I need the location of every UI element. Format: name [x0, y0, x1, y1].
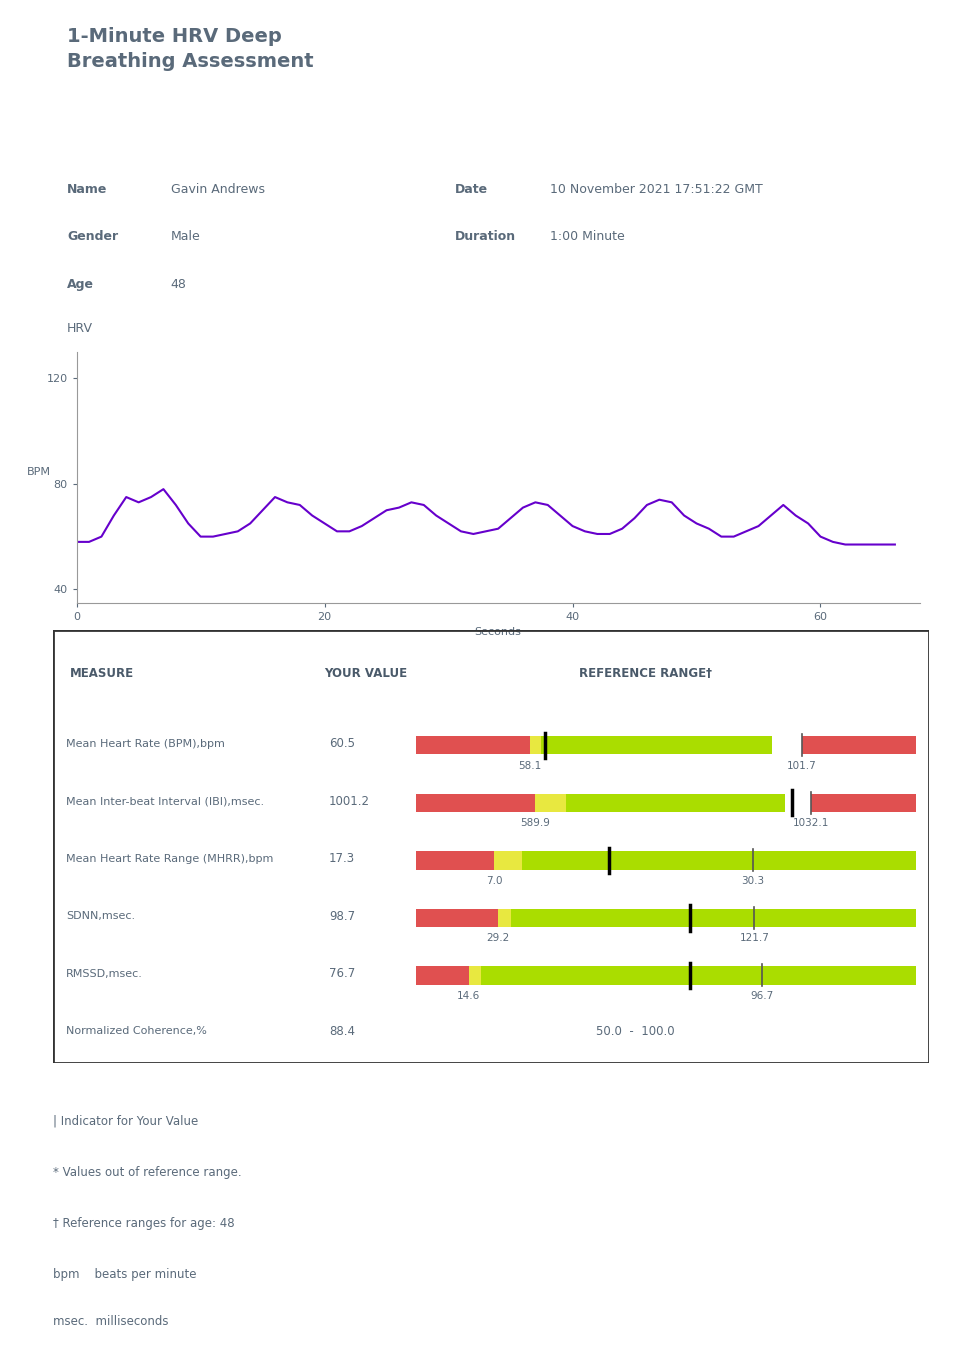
Text: msec.  milliseconds: msec. milliseconds: [53, 1315, 169, 1328]
Y-axis label: BPM: BPM: [27, 467, 51, 477]
Bar: [522, 852, 916, 869]
Text: RMSSD,msec.: RMSSD,msec.: [66, 968, 143, 979]
Bar: [494, 852, 522, 869]
Text: 50.0  -  100.0: 50.0 - 100.0: [596, 1025, 674, 1037]
Bar: [417, 967, 468, 984]
Text: 1032.1: 1032.1: [793, 818, 830, 829]
Text: Duration: Duration: [455, 230, 516, 244]
Bar: [566, 793, 785, 812]
Bar: [541, 737, 772, 754]
Text: * Values out of reference range.: * Values out of reference range.: [53, 1166, 241, 1178]
Text: 14.6: 14.6: [457, 991, 480, 1001]
Text: 101.7: 101.7: [787, 761, 816, 770]
Text: | Indicator for Your Value: | Indicator for Your Value: [53, 1114, 198, 1127]
Text: Mean Heart Rate (BPM),bpm: Mean Heart Rate (BPM),bpm: [66, 738, 225, 749]
Text: Gender: Gender: [67, 230, 118, 244]
Bar: [468, 967, 481, 984]
X-axis label: Seconds: Seconds: [475, 627, 521, 638]
Bar: [417, 793, 536, 812]
Text: 1:00 Minute: 1:00 Minute: [550, 230, 625, 244]
Text: 17.3: 17.3: [329, 852, 354, 865]
Text: 10 November 2021 17:51:22 GMT: 10 November 2021 17:51:22 GMT: [550, 183, 763, 196]
Text: 88.4: 88.4: [329, 1025, 354, 1037]
Bar: [802, 737, 916, 754]
Text: 60.5: 60.5: [329, 737, 354, 750]
Bar: [811, 793, 916, 812]
Text: 1-Minute HRV Deep
Breathing Assessment: 1-Minute HRV Deep Breathing Assessment: [67, 27, 313, 70]
Bar: [536, 793, 566, 812]
Text: Mean Inter-beat Interval (IBI),msec.: Mean Inter-beat Interval (IBI),msec.: [66, 796, 264, 806]
Text: 30.3: 30.3: [741, 876, 764, 886]
Text: bpm    beats per minute: bpm beats per minute: [53, 1269, 196, 1281]
Text: YOUR VALUE: YOUR VALUE: [325, 668, 407, 680]
Text: Mean Heart Rate Range (MHRR),bpm: Mean Heart Rate Range (MHRR),bpm: [66, 853, 273, 864]
Text: MEASURE: MEASURE: [70, 668, 134, 680]
Text: 98.7: 98.7: [329, 910, 354, 922]
Bar: [511, 909, 916, 927]
Text: 96.7: 96.7: [750, 991, 773, 1001]
Bar: [417, 737, 530, 754]
Text: 7.0: 7.0: [486, 876, 502, 886]
Text: 589.9: 589.9: [520, 818, 550, 829]
Text: 76.7: 76.7: [329, 967, 355, 980]
Text: 48: 48: [171, 278, 187, 291]
Text: 1001.2: 1001.2: [329, 795, 370, 807]
Bar: [481, 967, 916, 984]
Text: HRV: HRV: [67, 322, 93, 334]
Bar: [530, 737, 541, 754]
Text: REFERENCE RANGE†: REFERENCE RANGE†: [579, 668, 712, 680]
Text: 29.2: 29.2: [486, 933, 509, 944]
Bar: [417, 909, 497, 927]
Text: Name: Name: [67, 183, 107, 196]
Bar: [497, 909, 511, 927]
Text: SDNN,msec.: SDNN,msec.: [66, 911, 135, 921]
Text: Date: Date: [455, 183, 489, 196]
Text: Age: Age: [67, 278, 94, 291]
Text: Gavin Andrews: Gavin Andrews: [171, 183, 264, 196]
Bar: [417, 852, 494, 869]
Text: 58.1: 58.1: [518, 761, 541, 770]
Text: † Reference ranges for age: 48: † Reference ranges for age: 48: [53, 1217, 235, 1229]
Text: Male: Male: [171, 230, 200, 244]
Text: Normalized Coherence,%: Normalized Coherence,%: [66, 1026, 207, 1036]
Text: 121.7: 121.7: [740, 933, 769, 944]
